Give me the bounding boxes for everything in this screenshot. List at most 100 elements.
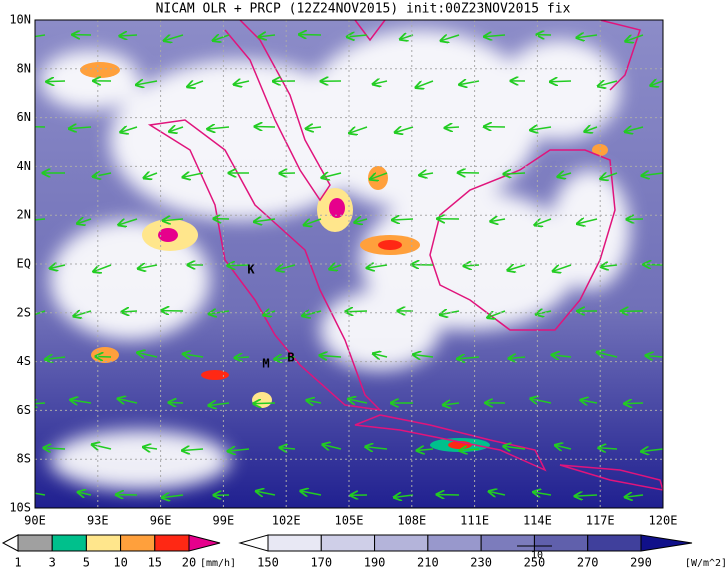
wind-vector — [531, 127, 552, 130]
wind-vector — [322, 173, 342, 178]
wind-vector — [392, 219, 414, 220]
wind-vector — [44, 448, 66, 449]
wind-vector — [536, 311, 552, 314]
wind-vector — [301, 491, 322, 495]
legend-swatch — [587, 534, 642, 552]
wind-vector — [441, 35, 460, 41]
wind-vector — [74, 311, 92, 316]
wind-vector — [228, 265, 250, 266]
wind-vector — [550, 81, 572, 82]
lat-label: 4S — [17, 354, 31, 368]
wind-vector — [625, 127, 644, 132]
wind-vector — [443, 403, 460, 405]
wind-vector — [299, 34, 322, 35]
wind-vector — [400, 35, 414, 39]
wind-vector — [183, 354, 204, 357]
legend-swatch — [238, 534, 269, 552]
wind-vector — [370, 172, 388, 179]
wind-vector — [275, 357, 296, 359]
precipitation — [80, 62, 608, 452]
legend-swatch — [267, 534, 322, 552]
coastlines — [147, 20, 663, 491]
wind-vector — [558, 173, 572, 177]
wind-vector — [304, 219, 322, 225]
wind-vector — [581, 400, 598, 403]
wind-vector — [489, 491, 506, 495]
legend-swatch — [320, 534, 376, 552]
wind-vector — [395, 127, 414, 132]
map-frame — [34, 19, 664, 509]
map — [35, 20, 663, 508]
lon-label: 93E — [87, 514, 109, 528]
wind-vector — [575, 495, 598, 496]
lon-label: 117E — [586, 514, 615, 528]
legend-swatch — [120, 534, 156, 552]
legend-swatch — [480, 534, 535, 552]
lat-label: 2N — [17, 208, 31, 222]
wind-vector — [71, 400, 92, 403]
wind-vector — [394, 495, 414, 497]
legend-unit: [mm/h] — [200, 558, 236, 569]
wind-vector — [121, 127, 138, 132]
wind-vector — [164, 35, 184, 41]
wind-vector — [208, 127, 230, 129]
wind-vector — [642, 449, 663, 451]
legend-level: 150 — [257, 556, 279, 570]
wind-vector — [535, 219, 552, 225]
legend-swatch — [154, 534, 190, 552]
legend-swatch — [374, 534, 429, 552]
wind-vector — [143, 447, 158, 449]
legend-unit: [W/m^2] — [685, 558, 726, 569]
legend-swatch — [427, 534, 482, 552]
wind-vector — [445, 127, 460, 128]
legend-level: 5 — [83, 556, 90, 570]
legend-level: 230 — [470, 556, 492, 570]
legend-swatch — [640, 534, 693, 552]
lon-label: 108E — [397, 514, 426, 528]
title: NICAM OLR + PRCP (12Z24NOV2015) init:00Z… — [156, 2, 571, 17]
wind-vector — [366, 447, 388, 449]
wind-vector — [35, 218, 46, 221]
wind-vector — [373, 354, 388, 357]
wind-vector — [367, 265, 388, 268]
lat-label: 6S — [17, 403, 31, 417]
wind-vector — [651, 81, 663, 85]
wind-vector — [508, 265, 526, 270]
wind-vector — [504, 173, 526, 174]
wind-vector — [50, 265, 66, 268]
wind-vector — [626, 34, 644, 41]
legend-level: 290 — [630, 556, 652, 570]
wind-vector — [183, 173, 204, 177]
place-label: M — [262, 357, 269, 371]
wind-vector — [350, 126, 368, 133]
wind-vector — [417, 449, 434, 451]
wind-vector — [504, 446, 526, 449]
legend-swatch — [51, 534, 87, 552]
wind-vector — [169, 402, 184, 403]
lat-label: 10S — [9, 501, 31, 515]
lon-label: 99E — [213, 514, 235, 528]
lat-label: 8S — [17, 452, 31, 466]
legend-level: 1 — [14, 556, 21, 570]
legend-level: 270 — [577, 556, 599, 570]
legend-level: 170 — [310, 556, 332, 570]
wind-vector — [553, 264, 572, 271]
lat-label: 2S — [17, 305, 31, 319]
lon-label: 90E — [24, 514, 46, 528]
wind-vector — [555, 445, 572, 449]
lon-label: 120E — [649, 514, 678, 528]
wind-vector — [259, 35, 276, 37]
wind-vector — [601, 265, 618, 267]
legend-level: 250 — [524, 556, 546, 570]
wind-vector — [509, 357, 526, 358]
wind-vector — [578, 219, 598, 224]
wind-vector — [552, 355, 572, 357]
wind-vector — [347, 35, 368, 37]
wind-vector — [136, 81, 158, 85]
wind-vector — [488, 310, 506, 318]
wind-vector — [323, 445, 342, 449]
wind-vector — [601, 173, 618, 179]
wind-vector — [209, 403, 230, 405]
